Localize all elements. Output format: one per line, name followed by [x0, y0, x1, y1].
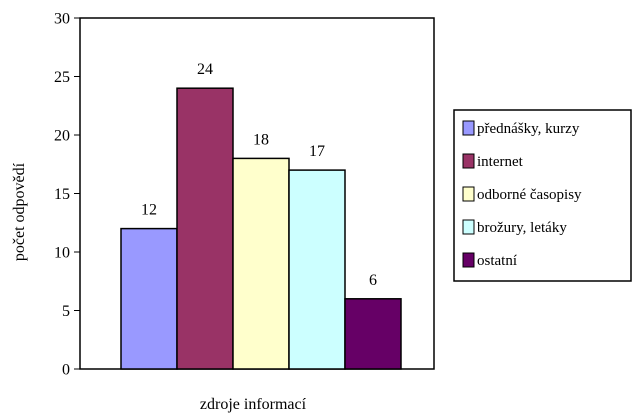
data-label-4: 17: [309, 143, 325, 160]
legend: přednášky, kurzy internet odborné časopisy…: [453, 109, 632, 282]
legend-label-2: internet: [477, 154, 524, 170]
legend-label-5: ostatní: [477, 253, 517, 269]
legend-swatch-3: [462, 186, 475, 202]
bar-3: [232, 157, 290, 370]
bar-2: [176, 87, 234, 370]
bar-1: [120, 227, 178, 370]
y-tick-label: 0: [62, 362, 70, 379]
y-tick-label: 10: [54, 245, 70, 262]
legend-swatch-4: [462, 219, 475, 235]
data-label-2: 24: [197, 61, 213, 78]
y-tick-label: 15: [54, 186, 70, 203]
legend-swatch-1: [462, 120, 475, 136]
legend-label-1: přednášky, kurzy: [477, 121, 580, 137]
y-tick-label: 5: [62, 303, 70, 320]
x-axis-title: zdroje informací: [200, 396, 307, 413]
legend-swatch-2: [462, 153, 475, 169]
legend-swatch-5: [462, 252, 475, 268]
bar-5: [344, 298, 402, 370]
y-tick-label: 20: [54, 128, 70, 145]
bar-4: [288, 169, 346, 370]
y-tick-label: 25: [54, 69, 70, 86]
data-labels: 12 24 18 17 6: [141, 61, 377, 289]
legend-box: [453, 109, 632, 282]
data-label-1: 12: [141, 202, 157, 219]
legend-label-3: odborné časopisy: [477, 187, 582, 203]
y-tick-label: 30: [54, 11, 70, 28]
legend-label-4: brožury, letáky: [477, 220, 567, 236]
y-axis-title: počet odpovědí: [11, 162, 28, 261]
bars: [120, 87, 402, 370]
y-axis-ticks: 0 5 10 15 20 25 30: [54, 11, 80, 379]
data-label-5: 6: [369, 272, 377, 289]
data-label-3: 18: [253, 131, 269, 148]
